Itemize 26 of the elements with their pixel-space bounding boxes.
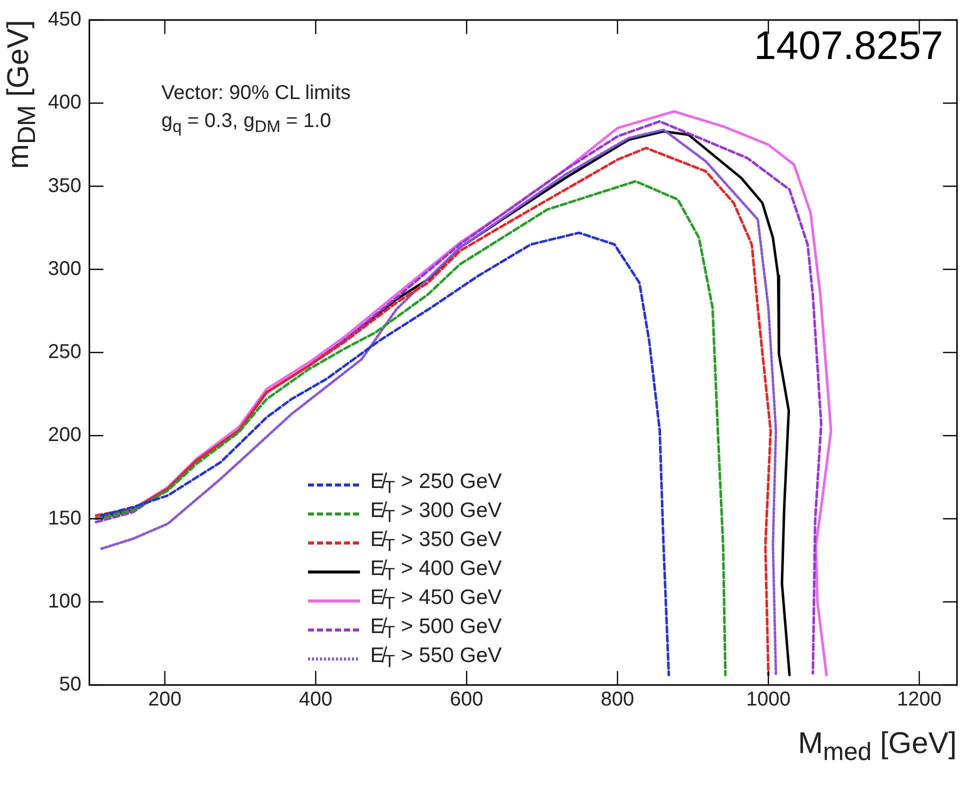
- y-tick-label: 450: [48, 8, 82, 31]
- y-tick-label: 350: [48, 174, 82, 197]
- legend-label: E̸$_{T}$ > 350 GeV: [370, 528, 502, 557]
- x-tick-label: 1000: [746, 688, 791, 711]
- y-tick-label: 100: [48, 590, 82, 612]
- y-tick-label: 150: [48, 507, 82, 530]
- y-tick-label: 400: [48, 92, 82, 114]
- legend-label: E̸$_{T}$ > 300 GeV: [370, 499, 502, 528]
- annotation: Vector: 90% CL limits: [161, 82, 351, 105]
- x-axis-title: M$_{med}$ [GeV]: [798, 727, 957, 767]
- x-tick-label: 1200: [897, 688, 942, 711]
- x-tick-label: 800: [600, 688, 634, 711]
- annotation: 1407.8257: [754, 24, 944, 69]
- annotation: g$_{q}$ = 0.3, g$_{DM}$ = 1.0: [161, 110, 332, 137]
- legend-label: E̸$_{T}$ > 450 GeV: [370, 586, 502, 615]
- legend-label: E̸$_{T}$ > 500 GeV: [370, 615, 502, 644]
- y-tick-label: 300: [48, 258, 82, 280]
- x-tick-label: 200: [148, 688, 182, 711]
- legend-label: E̸$_{T}$ > 550 GeV: [370, 644, 502, 673]
- x-tick-label: 400: [299, 688, 332, 711]
- y-tick-label: 200: [48, 424, 82, 446]
- y-tick-label: 50: [59, 674, 82, 696]
- x-tick-label: 600: [450, 688, 484, 711]
- legend-label: E̸$_{T}$ > 400 GeV: [370, 557, 502, 586]
- y-tick-label: 250: [48, 341, 82, 364]
- legend-label: E̸$_{T}$ > 250 GeV: [370, 470, 502, 499]
